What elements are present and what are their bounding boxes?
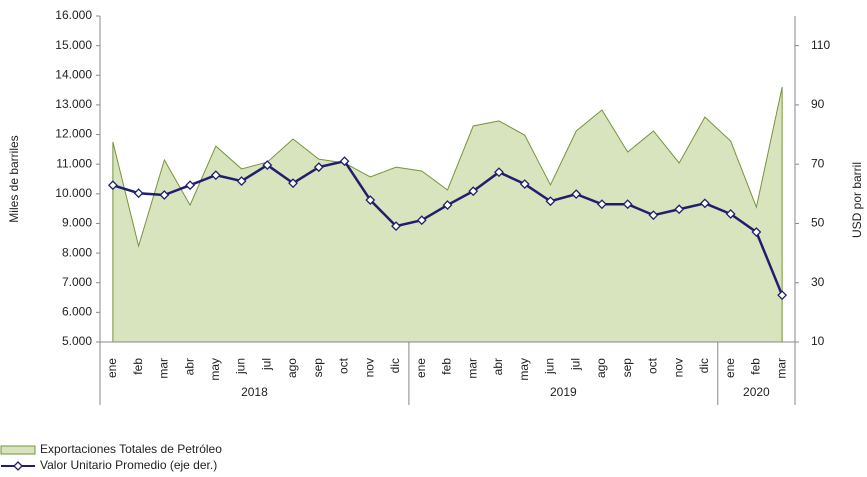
x-tick-label: jun xyxy=(543,358,557,375)
x-tick-label: dic xyxy=(697,358,711,373)
x-tick-label: jul xyxy=(259,358,273,371)
marker xyxy=(288,178,298,189)
y-tick-label: 13.000 xyxy=(55,97,92,111)
x-tick-label: ene xyxy=(723,358,737,378)
y-tick-label: 6.000 xyxy=(62,305,92,319)
marker xyxy=(622,199,633,210)
x-tick-label: mar xyxy=(157,358,171,379)
x-tick-label: dic xyxy=(388,358,402,373)
legend-label: Valor Unitario Promedio (eje der.) xyxy=(40,458,217,472)
year-label: 2020 xyxy=(743,385,770,399)
y-tick-label: 15.000 xyxy=(55,38,92,52)
x-tick-label: nov xyxy=(671,358,685,377)
x-tick-label: ene xyxy=(414,358,428,378)
marker xyxy=(313,162,324,173)
marker xyxy=(185,180,196,191)
x-tick-label: feb xyxy=(131,358,145,375)
x-tick-label: ago xyxy=(594,358,608,378)
marker xyxy=(777,290,788,301)
x-tick-label: abr xyxy=(491,358,505,375)
x-tick-label: jul xyxy=(568,358,582,371)
marker xyxy=(442,200,453,210)
x-tick-label: ene xyxy=(105,358,119,378)
x-tick-label: mar xyxy=(774,358,788,379)
x-tick-label: ago xyxy=(285,358,299,378)
y2-tick-label: 90 xyxy=(811,97,825,111)
marker xyxy=(133,188,144,199)
marker xyxy=(236,176,247,186)
y-tick-label: 11.000 xyxy=(56,156,92,170)
marker xyxy=(597,199,607,210)
x-tick-label: sep xyxy=(620,358,634,378)
legend-marker xyxy=(13,461,23,471)
legend-label: Exportaciones Totales de Petróleo xyxy=(40,442,222,456)
marker xyxy=(416,215,427,226)
marker xyxy=(571,189,582,200)
y-tick-label: 12.000 xyxy=(55,127,92,141)
y2-tick-label: 70 xyxy=(811,156,825,170)
legend-swatch xyxy=(0,445,36,455)
marker xyxy=(107,180,118,191)
y-tick-label: 9.000 xyxy=(62,216,92,230)
marker xyxy=(674,204,685,215)
x-tick-label: feb xyxy=(440,358,454,375)
y-tick-label: 7.000 xyxy=(62,275,92,289)
y-tick-label: 10.000 xyxy=(55,186,92,200)
x-tick-label: sep xyxy=(311,358,325,378)
marker xyxy=(159,190,170,200)
year-label: 2019 xyxy=(550,385,577,399)
year-label: 2018 xyxy=(241,385,268,399)
marker xyxy=(210,170,221,181)
marker xyxy=(648,210,659,221)
area xyxy=(112,87,783,343)
x-tick-label: oct xyxy=(337,357,351,374)
y2-tick-label: 30 xyxy=(811,275,825,289)
marker xyxy=(519,179,530,189)
x-tick-label: feb xyxy=(749,358,763,375)
y-tick-label: 14.000 xyxy=(55,67,92,81)
x-tick-label: may xyxy=(517,358,531,381)
x-tick-label: abr xyxy=(182,358,196,375)
x-tick-label: nov xyxy=(362,358,376,377)
marker xyxy=(468,186,479,197)
y2-tick-label: 110 xyxy=(811,38,830,52)
x-tick-label: jun xyxy=(234,358,248,375)
y-axis-label: Miles de barriles xyxy=(7,135,21,222)
marker xyxy=(751,227,762,237)
marker xyxy=(262,160,273,170)
y2-tick-label: 50 xyxy=(811,216,825,230)
marker xyxy=(494,167,504,178)
marker xyxy=(391,221,401,232)
marker xyxy=(365,195,376,205)
marker xyxy=(725,209,736,219)
y2-tick-label: 10 xyxy=(811,334,825,348)
y2-axis-label: USD por barril xyxy=(850,162,864,238)
marker xyxy=(339,156,350,167)
x-tick-label: may xyxy=(208,358,222,381)
y-tick-label: 8.000 xyxy=(62,245,92,259)
y-tick-label: 16.000 xyxy=(55,8,92,22)
marker xyxy=(699,198,710,209)
marker xyxy=(545,196,556,207)
x-tick-label: mar xyxy=(465,358,479,379)
x-tick-label: oct xyxy=(646,357,660,374)
y-tick-label: 5.000 xyxy=(62,334,92,348)
